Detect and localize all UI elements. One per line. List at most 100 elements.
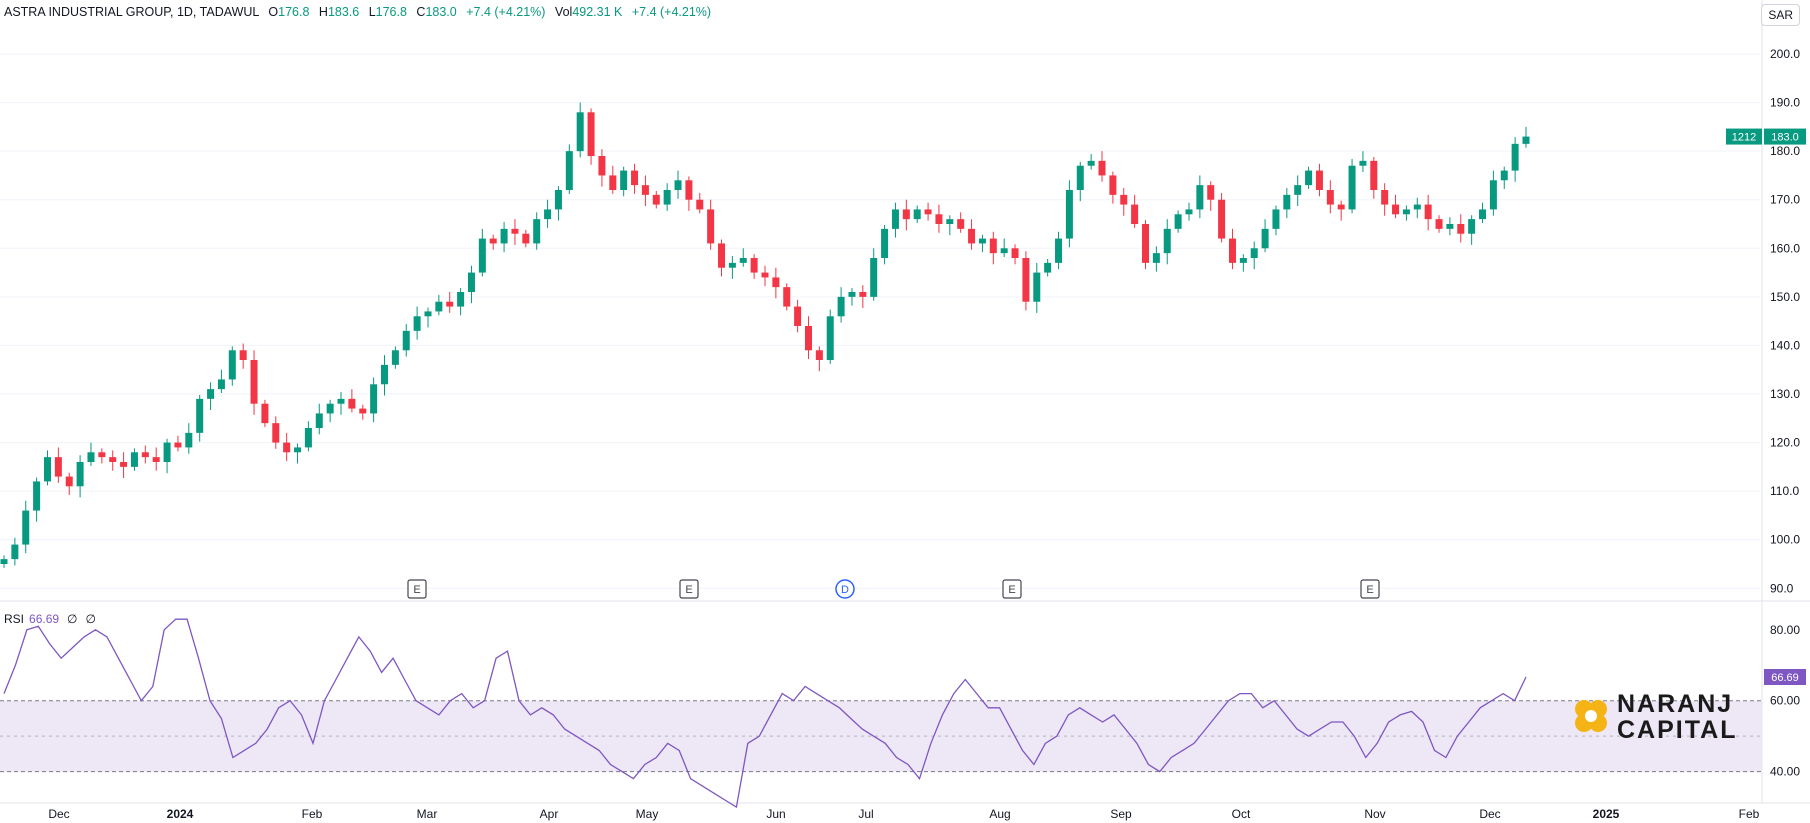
candle	[141, 445, 149, 464]
candle	[1424, 194, 1432, 231]
candle	[1413, 197, 1421, 219]
candle	[870, 248, 878, 301]
event-marker-label: D	[841, 584, 849, 596]
candle-body	[1479, 209, 1487, 220]
candle-body	[250, 360, 258, 404]
candle-body	[728, 262, 736, 268]
candle	[783, 283, 791, 311]
candle-body	[1120, 194, 1128, 205]
price-tick-label: 100.0	[1770, 533, 1800, 547]
price-axis[interactable]: 200.0 190.0 180.0 170.0 160.0 150.0 140.0 130.0…	[1770, 47, 1800, 595]
candle-body	[1294, 185, 1302, 195]
candle	[250, 350, 258, 415]
candle	[337, 392, 345, 415]
candle	[11, 537, 19, 566]
candle-body	[217, 379, 225, 390]
price-tick-label: 90.0	[1770, 581, 1794, 595]
candle-body	[565, 151, 573, 190]
candle	[1359, 151, 1367, 173]
candle	[54, 447, 62, 483]
time-tick-label: Nov	[1364, 807, 1385, 821]
time-tick-label: Oct	[1232, 807, 1251, 821]
candle-body	[1500, 170, 1508, 181]
candle-body	[98, 452, 106, 458]
candle-body	[1044, 262, 1052, 273]
candle-body	[1033, 272, 1041, 302]
candle-body	[11, 544, 19, 560]
rsi-empty-2: ∅	[85, 612, 96, 626]
candle-body	[935, 214, 943, 224]
candle	[1348, 158, 1356, 214]
candle-body	[1055, 238, 1063, 263]
low-label: L	[368, 5, 376, 19]
price-tick-label: 180.0	[1770, 144, 1800, 158]
candle-body	[957, 219, 965, 229]
price-tick-label: 200.0	[1770, 47, 1800, 61]
candle-body	[22, 510, 30, 545]
candle-body	[65, 476, 73, 487]
candle	[511, 219, 519, 245]
candle	[22, 500, 30, 554]
candle	[76, 455, 84, 498]
candle	[1381, 183, 1389, 216]
candle-body	[261, 403, 269, 424]
volume-label: Vol	[554, 5, 573, 19]
candle-body	[1065, 190, 1073, 239]
candle	[718, 239, 726, 277]
candle	[1218, 192, 1226, 243]
candle-body	[576, 112, 584, 152]
candle	[294, 443, 302, 464]
candle-body	[446, 301, 454, 307]
candle	[1500, 166, 1508, 190]
candle	[435, 294, 443, 316]
rsi-value-text: 66.69	[1771, 672, 1799, 684]
candle	[348, 389, 356, 413]
symbol-title[interactable]: ASTRA INDUSTRIAL GROUP, 1D, TADAWUL	[4, 5, 259, 19]
candle	[228, 346, 236, 386]
candle	[837, 287, 845, 323]
rsi-axis[interactable]: 80.00 60.00 40.00	[1770, 623, 1800, 779]
candle	[1435, 215, 1443, 233]
candle-body	[989, 238, 997, 254]
candle-body	[1239, 258, 1247, 263]
candle	[120, 452, 128, 479]
rsi-line	[3, 618, 1527, 809]
candle	[1120, 188, 1128, 216]
naranj-logo-icon	[1575, 700, 1607, 732]
candle-body	[413, 316, 421, 331]
candle	[913, 205, 921, 224]
candle	[815, 346, 823, 372]
candle-body	[304, 428, 312, 448]
candle	[163, 438, 171, 474]
candle-body	[533, 219, 541, 244]
candle-body	[381, 364, 388, 385]
candle	[1163, 219, 1171, 265]
candle-body	[1098, 160, 1106, 176]
open-value: 176.8	[278, 5, 310, 19]
candle	[794, 299, 802, 333]
candle-body	[978, 238, 986, 244]
candle-body	[457, 292, 465, 307]
candle	[304, 421, 312, 452]
event-marker-label: E	[413, 584, 420, 596]
candle-body	[402, 330, 410, 351]
candle	[1468, 215, 1476, 245]
candle	[1207, 181, 1215, 211]
time-tick-label: 2025	[1593, 807, 1620, 821]
candle	[1326, 180, 1334, 214]
candle-body	[837, 296, 845, 317]
candle-body	[685, 180, 693, 200]
event-marker-label: E	[1008, 584, 1015, 596]
rsi-value-box	[1764, 669, 1806, 686]
candle	[598, 149, 606, 187]
time-axis[interactable]: Dec 2024 Feb Mar Apr May Jun Jul Aug Sep Oct Nov Dec…	[48, 807, 1759, 821]
rsi-pane[interactable]	[0, 618, 1762, 809]
last-price-box	[1764, 128, 1806, 145]
rsi-label[interactable]: RSI	[4, 612, 25, 626]
candle	[1239, 254, 1247, 272]
candle-body	[359, 408, 367, 414]
currency-button[interactable]: SAR	[1761, 4, 1800, 26]
candle-body	[424, 311, 432, 317]
